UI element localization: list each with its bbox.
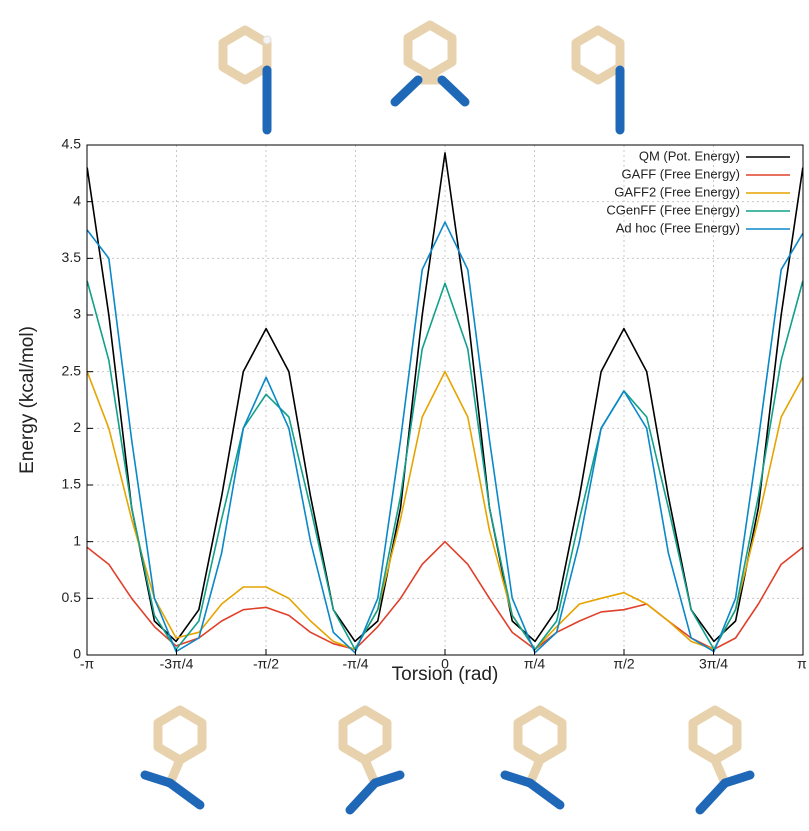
x-tick-label: 0 — [441, 656, 449, 672]
y-tick-label: 2.5 — [62, 362, 82, 378]
x-tick-label: 3π/4 — [699, 656, 728, 672]
y-tick-label: 1 — [73, 532, 81, 548]
x-tick-label: -π/4 — [343, 656, 369, 672]
y-tick-label: 0.5 — [62, 589, 82, 605]
molecule-bottom — [145, 710, 750, 810]
molecule-top — [223, 25, 620, 130]
y-tick-label: 1.5 — [62, 476, 82, 492]
x-tick-label: -3π/4 — [160, 656, 194, 672]
y-tick-label: 4.5 — [62, 136, 82, 152]
y-axis-label: Energy (kcal/mol) — [17, 326, 38, 474]
figure: Torsion (rad) Energy (kcal/mol) 00.511.5… — [0, 0, 809, 831]
legend-label: QM (Pot. Energy) — [639, 148, 740, 163]
y-tick-label: 3 — [73, 306, 81, 322]
legend-label: GAFF2 (Free Energy) — [614, 184, 740, 199]
x-tick-label: -π — [80, 656, 95, 672]
y-tick-label: 4 — [73, 192, 81, 208]
legend-label: Ad hoc (Free Energy) — [616, 220, 740, 235]
y-tick-label: 2 — [73, 419, 81, 435]
x-tick-label: π — [797, 656, 807, 672]
legend-label: GAFF (Free Energy) — [622, 166, 740, 181]
x-tick-label: π/2 — [613, 656, 635, 672]
legend-label: CGenFF (Free Energy) — [606, 202, 740, 217]
x-tick-label: -π/2 — [253, 656, 279, 672]
y-tick-label: 3.5 — [62, 249, 82, 265]
x-tick-label: π/4 — [524, 656, 546, 672]
